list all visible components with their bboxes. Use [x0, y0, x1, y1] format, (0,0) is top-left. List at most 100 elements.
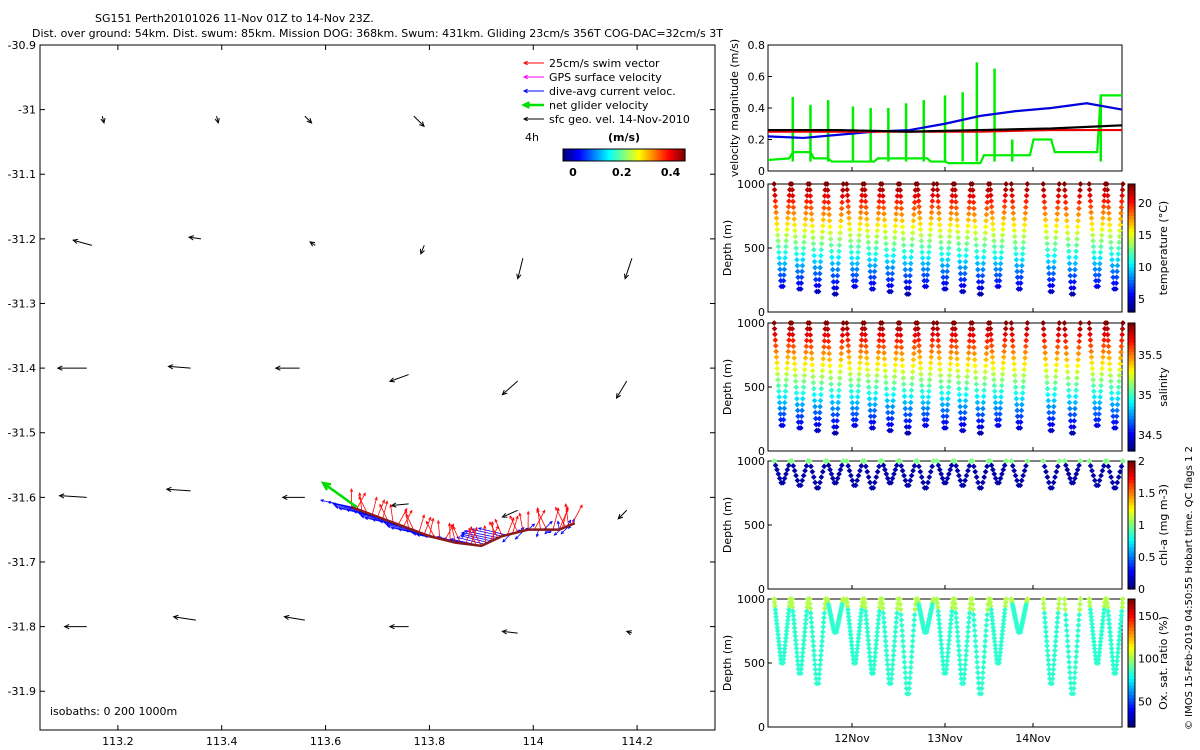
profile-point	[1108, 474, 1114, 480]
profile-point	[865, 384, 872, 390]
colorbar-tick-label: 35.5	[1138, 349, 1163, 362]
profile-point	[966, 344, 972, 350]
profile-point	[926, 243, 933, 250]
profile-point	[924, 266, 931, 273]
geo-vector	[188, 236, 202, 240]
profile-point	[956, 652, 963, 659]
profile-point	[956, 657, 963, 663]
profile-point	[1010, 343, 1016, 350]
profile-point	[1050, 403, 1057, 410]
geo-vector	[73, 239, 93, 246]
dac-vector-head	[353, 510, 358, 514]
profile-point	[947, 629, 953, 635]
profile-point	[944, 653, 951, 660]
date-tick-label: 14Nov	[1015, 732, 1051, 745]
profile-point	[889, 409, 896, 416]
profile-point	[952, 193, 959, 199]
profile-point	[1090, 377, 1096, 383]
profile-point	[911, 211, 917, 218]
profile-point	[1090, 382, 1097, 389]
dac-vector	[460, 535, 489, 543]
profile-point	[962, 403, 969, 410]
profile-point	[1055, 199, 1061, 205]
profile-point	[806, 320, 813, 326]
profile-point	[825, 205, 832, 212]
profile-point	[1053, 361, 1060, 368]
swim-vector	[451, 524, 456, 543]
profile-point	[783, 371, 790, 378]
profile-point	[911, 463, 918, 469]
profile-point	[843, 458, 850, 464]
profile-point	[882, 633, 889, 640]
profile-point	[918, 377, 925, 383]
profile-point	[938, 645, 945, 652]
profile-point	[1086, 325, 1093, 332]
map-panel: 113.2 113.4 113.6 113.8 114 114.2 -30.9-31-31…	[8, 39, 716, 748]
profile-point	[839, 199, 845, 206]
profile-point	[810, 379, 817, 386]
profile-point	[820, 624, 827, 630]
profile-point	[889, 666, 896, 673]
profile-point	[900, 638, 906, 644]
profile-point	[1023, 337, 1030, 344]
map-axes-box	[39, 44, 716, 731]
colorbar-segment	[1128, 222, 1135, 227]
profile-point	[997, 260, 1004, 267]
profile-point	[917, 215, 923, 221]
profile-point	[1071, 685, 1077, 692]
profile-point	[812, 661, 818, 668]
profile-point	[1063, 350, 1070, 357]
profile-point	[855, 243, 862, 250]
colorbar-segment	[1128, 656, 1135, 661]
profile-point	[965, 211, 972, 217]
profile-point	[865, 641, 872, 648]
profile-point	[996, 277, 1003, 284]
profile-point	[824, 458, 831, 464]
profile-point	[955, 240, 962, 247]
profile-point	[1109, 658, 1116, 664]
profile-point	[951, 596, 958, 602]
profile-point	[1012, 239, 1019, 246]
profile-point	[780, 656, 787, 663]
profile-point	[786, 192, 793, 199]
profile-point	[979, 675, 986, 681]
profile-point	[802, 216, 809, 222]
profile-point	[1098, 238, 1105, 244]
profile-point	[943, 662, 950, 668]
profile-point	[799, 268, 805, 275]
colorbar-segment	[1128, 441, 1135, 446]
profile-point	[1040, 181, 1047, 187]
profile-point	[781, 260, 788, 267]
colorbar-tick-label: 20	[1138, 197, 1152, 210]
profile-point	[809, 228, 816, 235]
profile-point	[970, 338, 977, 345]
profile-point	[1053, 633, 1059, 640]
profile-point	[794, 649, 800, 656]
colorbar-segment	[563, 149, 566, 161]
profile-point	[1074, 236, 1080, 242]
net-velocity-arrow-head	[320, 481, 332, 491]
profile-point	[803, 343, 810, 350]
profile-point	[1100, 613, 1107, 620]
profile-point	[790, 343, 797, 350]
profile-point	[991, 382, 998, 389]
swim-vector-head	[436, 519, 441, 524]
profile-point	[811, 246, 817, 253]
swim-vector	[426, 521, 435, 538]
profile-point	[982, 223, 989, 230]
profile-point	[890, 252, 897, 259]
profile-point	[820, 222, 826, 229]
profile-point	[980, 669, 986, 676]
profile-point	[1086, 599, 1093, 606]
profile-point	[956, 246, 962, 253]
profile-point	[809, 633, 816, 640]
profile-point	[1077, 601, 1083, 608]
profile-point	[852, 482, 859, 489]
profile-point	[988, 198, 995, 204]
profile-point	[947, 620, 954, 627]
profile-point	[840, 187, 846, 193]
profile-point	[926, 377, 933, 383]
profile-point	[910, 467, 916, 474]
profile-point	[892, 633, 898, 640]
profile-point	[892, 228, 898, 235]
